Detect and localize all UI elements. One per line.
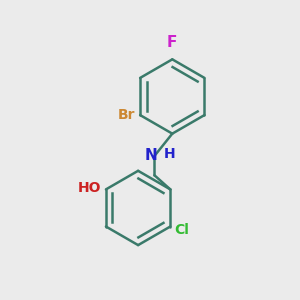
Text: HO: HO [78, 181, 101, 195]
Text: Cl: Cl [175, 223, 190, 236]
Text: N: N [145, 148, 158, 164]
Text: F: F [167, 35, 178, 50]
Text: Br: Br [118, 108, 136, 122]
Text: H: H [164, 148, 176, 161]
